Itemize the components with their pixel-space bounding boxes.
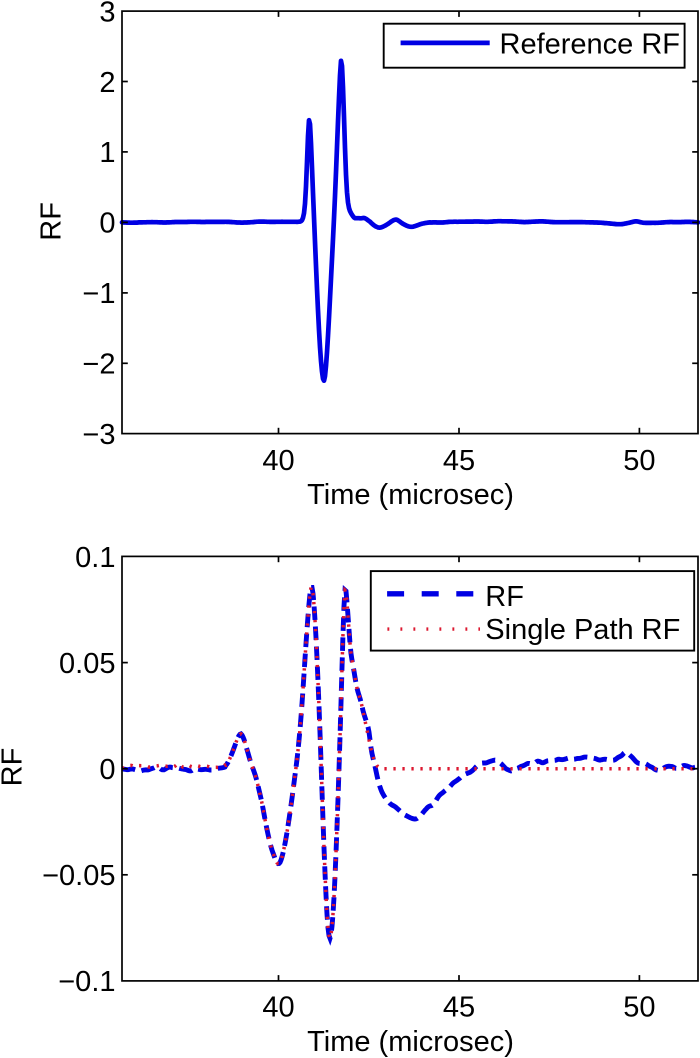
svg-text:Time (microsec): Time (microsec) [307, 1026, 514, 1058]
svg-text:−3: −3 [82, 419, 115, 451]
svg-text:40: 40 [262, 992, 294, 1024]
svg-text:0.1: 0.1 [75, 542, 115, 574]
svg-text:RF: RF [0, 748, 29, 787]
svg-text:−1: −1 [82, 278, 115, 310]
svg-text:45: 45 [443, 992, 475, 1024]
svg-text:−2: −2 [82, 349, 115, 381]
svg-text:2: 2 [99, 67, 115, 99]
svg-text:Time (microsec): Time (microsec) [307, 479, 514, 511]
svg-text:50: 50 [623, 992, 655, 1024]
svg-text:0.05: 0.05 [59, 648, 115, 680]
svg-text:50: 50 [623, 445, 655, 477]
svg-text:1: 1 [99, 137, 115, 169]
svg-text:RF: RF [485, 581, 524, 613]
svg-text:−0.05: −0.05 [42, 860, 115, 892]
svg-text:0: 0 [99, 754, 115, 786]
svg-text:0: 0 [99, 208, 115, 240]
svg-text:Reference RF: Reference RF [500, 28, 681, 60]
svg-text:40: 40 [262, 445, 294, 477]
svg-text:RF: RF [36, 202, 68, 241]
svg-text:Single Path RF: Single Path RF [485, 614, 680, 646]
svg-text:45: 45 [443, 445, 475, 477]
svg-text:3: 3 [99, 0, 115, 28]
svg-text:−0.1: −0.1 [58, 966, 115, 998]
